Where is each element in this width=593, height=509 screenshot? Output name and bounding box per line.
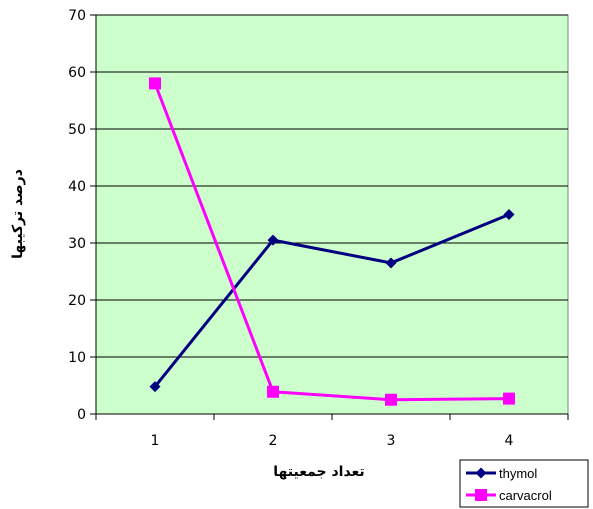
plot-area bbox=[95, 14, 569, 415]
series-markers bbox=[149, 77, 515, 406]
y-tick-label: 0 bbox=[77, 407, 86, 423]
legend-label-carvacrol: carvacrol bbox=[499, 488, 552, 503]
carvacrol-point bbox=[503, 392, 515, 405]
carvacrol-point bbox=[267, 385, 279, 398]
y-tick-label: 60 bbox=[68, 65, 86, 81]
y-tick-label: 30 bbox=[68, 236, 86, 252]
thymol-point bbox=[503, 209, 515, 220]
axes bbox=[90, 14, 569, 420]
legend: thymol carvacrol bbox=[459, 459, 589, 508]
carvacrol-point bbox=[385, 393, 397, 406]
carvacrol-point bbox=[149, 77, 161, 90]
y-tick-label: 70 bbox=[68, 8, 86, 24]
thymol-line bbox=[153, 213, 510, 388]
y-axis-title: درصد ترکیبها bbox=[10, 169, 26, 259]
thymol-point bbox=[267, 234, 279, 246]
thymol-point bbox=[149, 381, 161, 393]
y-tick-label: 10 bbox=[68, 350, 86, 366]
x-tick-label: 3 bbox=[387, 433, 396, 449]
y-tick-label: 40 bbox=[68, 179, 86, 195]
x-tick-label: 4 bbox=[505, 433, 514, 449]
legend-label-thymol: thymol bbox=[499, 466, 537, 481]
legend-marker-thymol bbox=[475, 467, 487, 479]
carvacrol-line bbox=[153, 82, 510, 402]
legend-marker-carvacrol bbox=[475, 489, 487, 501]
x-axis-title: تعداد جمعیتها bbox=[273, 464, 364, 480]
thymol-point bbox=[385, 257, 397, 269]
x-tick-label: 1 bbox=[151, 433, 160, 449]
y-tick-label: 50 bbox=[68, 122, 86, 138]
y-tick-labels: 0 10 20 30 40 50 60 70 bbox=[68, 8, 86, 423]
x-tick-label: 2 bbox=[269, 433, 278, 449]
y-tick-label: 20 bbox=[68, 293, 86, 309]
series-lines bbox=[153, 82, 510, 402]
gridlines bbox=[96, 14, 568, 358]
x-tick-labels: 1 2 3 4 bbox=[151, 433, 514, 449]
